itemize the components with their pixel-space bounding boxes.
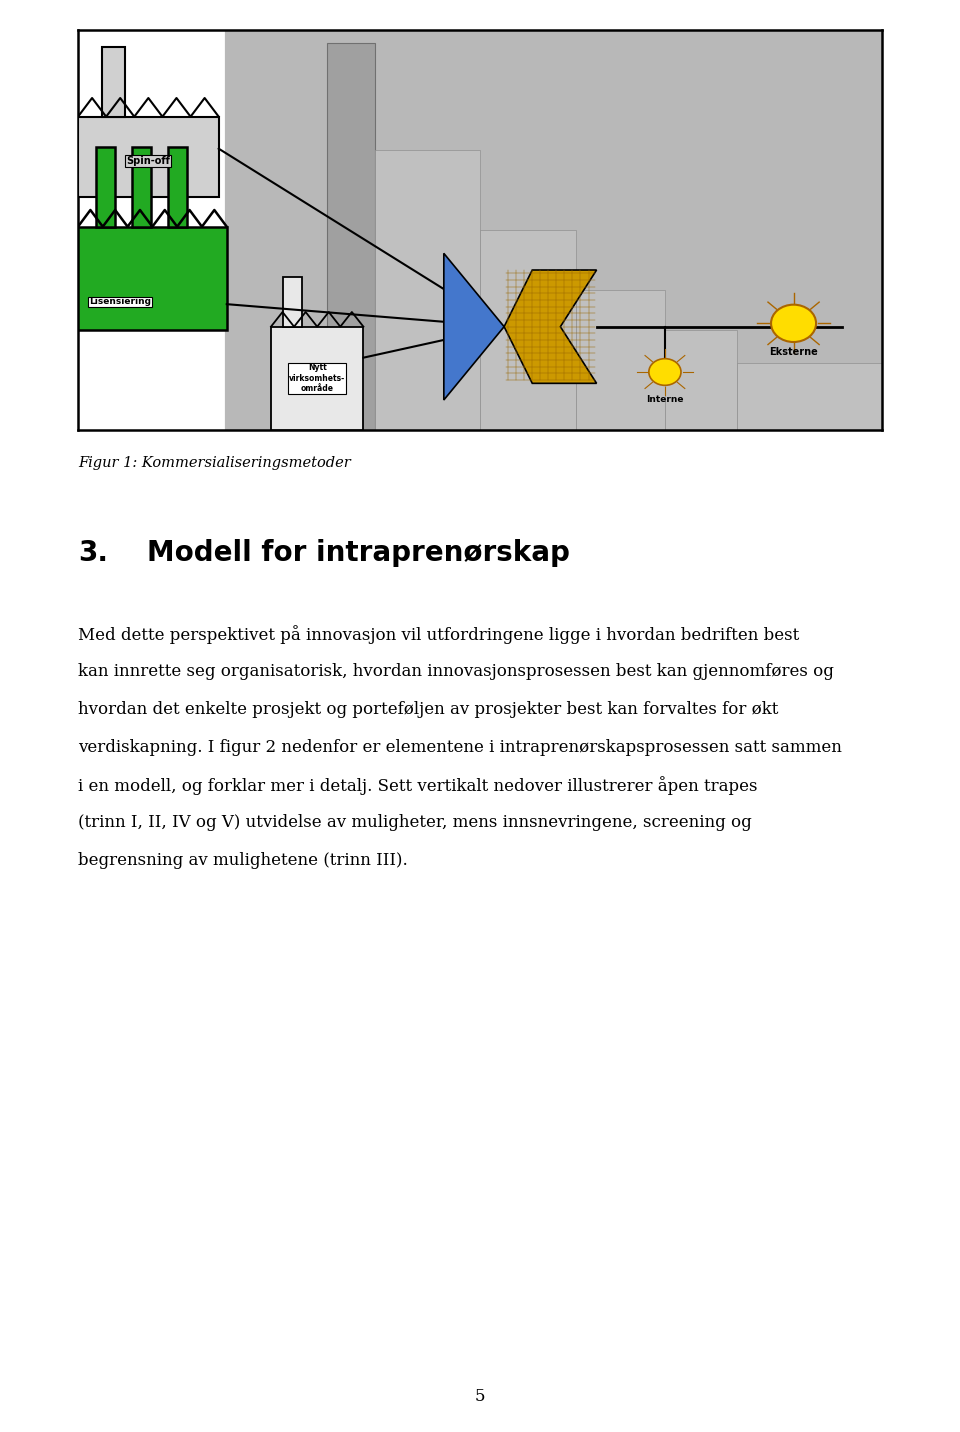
- Text: Interne: Interne: [646, 395, 684, 404]
- Polygon shape: [327, 43, 375, 430]
- Polygon shape: [480, 231, 576, 430]
- Polygon shape: [375, 150, 480, 430]
- Polygon shape: [576, 291, 665, 430]
- Polygon shape: [78, 226, 227, 329]
- Text: begrensning av mulighetene (trinn III).: begrensning av mulighetene (trinn III).: [78, 852, 408, 869]
- Polygon shape: [283, 276, 301, 326]
- Polygon shape: [737, 364, 882, 430]
- Polygon shape: [504, 271, 596, 384]
- Text: Figur 1: Kommersialiseringsmetoder: Figur 1: Kommersialiseringsmetoder: [78, 455, 350, 470]
- Polygon shape: [132, 146, 151, 226]
- Text: Med dette perspektivet på innovasjon vil utfordringene ligge i hvordan bedriften: Med dette perspektivet på innovasjon vil…: [78, 624, 800, 643]
- Polygon shape: [665, 329, 737, 430]
- Polygon shape: [444, 253, 504, 400]
- Text: 3.: 3.: [78, 538, 108, 567]
- Text: Lisensiering: Lisensiering: [89, 298, 151, 306]
- Polygon shape: [168, 146, 187, 226]
- Text: verdiskapning. I figur 2 nedenfor er elementene i intraprenørskapsprosessen satt: verdiskapning. I figur 2 nedenfor er ele…: [78, 739, 842, 756]
- Circle shape: [649, 358, 681, 385]
- Text: Modell for intraprenørskap: Modell for intraprenørskap: [147, 538, 570, 567]
- Text: kan innrette seg organisatorisk, hvordan innovasjonsprosessen best kan gjennomfø: kan innrette seg organisatorisk, hvordan…: [78, 663, 834, 680]
- Polygon shape: [78, 116, 219, 196]
- Text: 5: 5: [475, 1388, 485, 1405]
- Text: hvordan det enkelte prosjekt og porteføljen av prosjekter best kan forvaltes for: hvordan det enkelte prosjekt og porteføl…: [78, 700, 779, 717]
- Polygon shape: [271, 326, 364, 430]
- Polygon shape: [96, 146, 115, 226]
- Text: Nytt
virksomhets-
område: Nytt virksomhets- område: [289, 364, 346, 394]
- Circle shape: [771, 305, 816, 342]
- Text: i en modell, og forklar mer i detalj. Sett vertikalt nedover illustrerer åpen tr: i en modell, og forklar mer i detalj. Se…: [78, 776, 757, 795]
- Text: (trinn I, II, IV og V) utvidelse av muligheter, mens innsnevringene, screening o: (trinn I, II, IV og V) utvidelse av muli…: [78, 815, 752, 832]
- Text: Eksterne: Eksterne: [769, 347, 818, 357]
- Polygon shape: [102, 47, 125, 116]
- Polygon shape: [223, 30, 882, 430]
- Text: Spin-off: Spin-off: [127, 156, 170, 166]
